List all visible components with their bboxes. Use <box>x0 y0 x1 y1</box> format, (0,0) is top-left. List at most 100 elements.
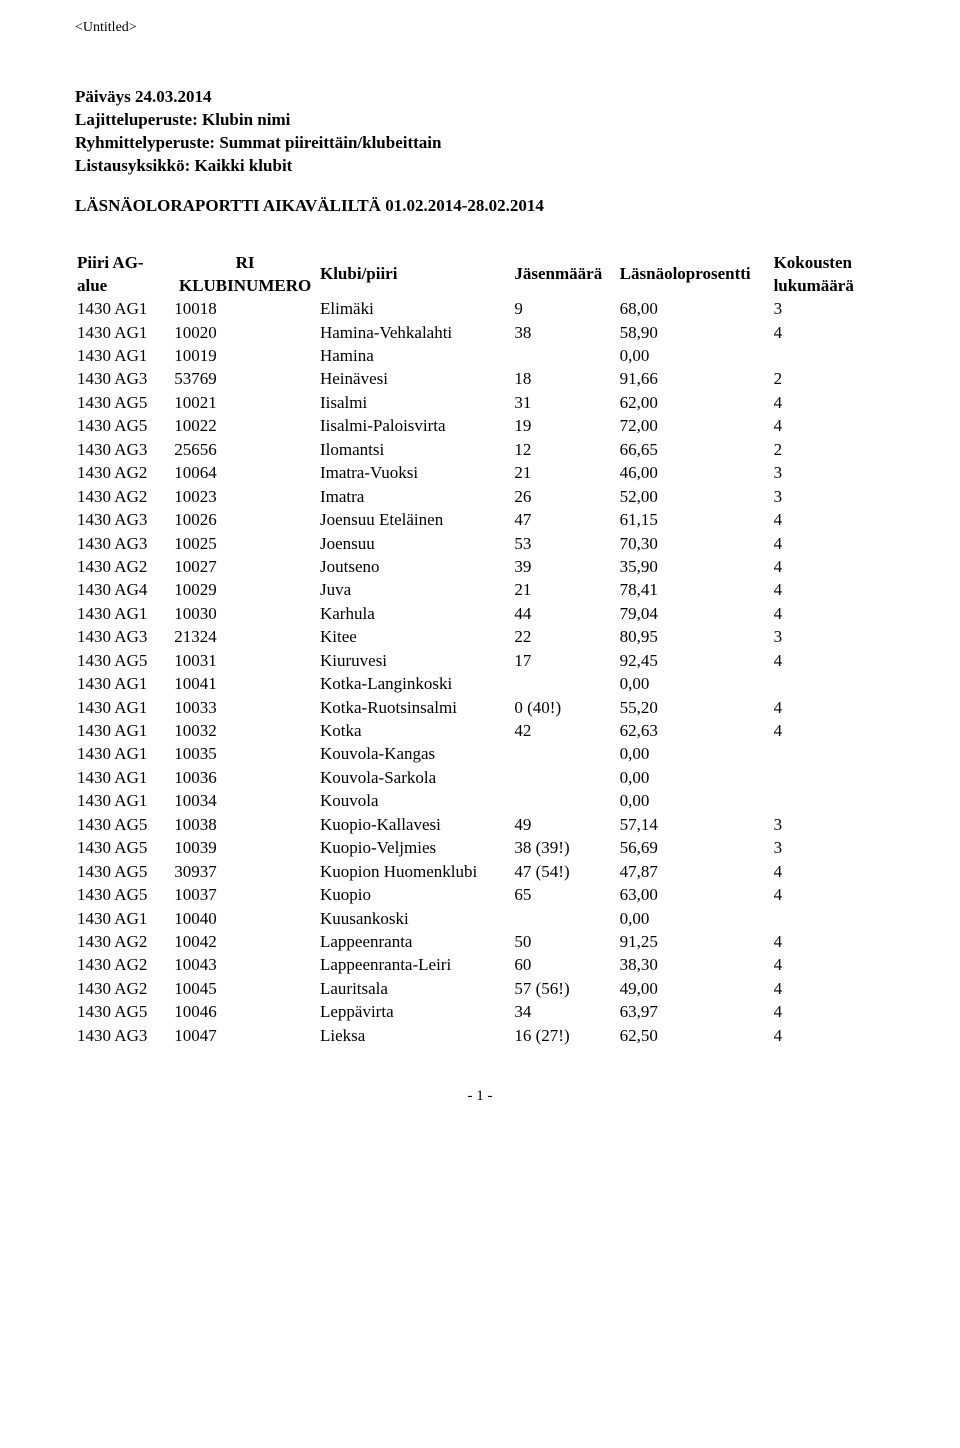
table-row: 1430 AG110034Kouvola0,00 <box>75 790 885 813</box>
cell-kokous: 4 <box>772 930 885 953</box>
cell-klubinumero: 10030 <box>172 602 318 625</box>
meta-listaus: Listausyksikkö: Kaikki klubit <box>75 155 885 178</box>
cell-lasna: 62,50 <box>618 1024 772 1047</box>
cell-klubinumero: 10022 <box>172 415 318 438</box>
cell-piiri: 1430 AG5 <box>75 1001 172 1024</box>
cell-kokous: 4 <box>772 415 885 438</box>
cell-kokous: 3 <box>772 626 885 649</box>
cell-piiri: 1430 AG1 <box>75 345 172 368</box>
cell-piiri: 1430 AG5 <box>75 649 172 672</box>
cell-piiri: 1430 AG1 <box>75 907 172 930</box>
cell-klubinumero: 10039 <box>172 837 318 860</box>
table-row: 1430 AG530937Kuopion Huomenklubi47 (54!)… <box>75 860 885 883</box>
cell-kokous: 4 <box>772 602 885 625</box>
cell-lasna: 70,30 <box>618 532 772 555</box>
data-table: Piiri AG-alue RI KLUBINUMERO Klubi/piiri… <box>75 252 885 1048</box>
cell-jasen <box>512 766 617 789</box>
cell-piiri: 1430 AG2 <box>75 954 172 977</box>
cell-jasen: 0 (40!) <box>512 696 617 719</box>
table-head: Piiri AG-alue RI KLUBINUMERO Klubi/piiri… <box>75 252 885 298</box>
meta-ryhmittely: Ryhmittelyperuste: Summat piireittäin/kl… <box>75 132 885 155</box>
cell-klubinumero: 10046 <box>172 1001 318 1024</box>
table-row: 1430 AG110040Kuusankoski0,00 <box>75 907 885 930</box>
cell-jasen: 18 <box>512 368 617 391</box>
cell-klubi: Kuopio-Veljmies <box>318 837 512 860</box>
cell-jasen: 47 <box>512 509 617 532</box>
table-row: 1430 AG510022Iisalmi-Paloisvirta1972,004 <box>75 415 885 438</box>
table-row: 1430 AG210043Lappeenranta-Leiri6038,304 <box>75 954 885 977</box>
cell-piiri: 1430 AG1 <box>75 743 172 766</box>
cell-lasna: 46,00 <box>618 462 772 485</box>
cell-klubinumero: 10019 <box>172 345 318 368</box>
table-row: 1430 AG510038Kuopio-Kallavesi4957,143 <box>75 813 885 836</box>
cell-kokous <box>772 790 885 813</box>
cell-kokous: 4 <box>772 696 885 719</box>
table-row: 1430 AG510037Kuopio6563,004 <box>75 884 885 907</box>
table-row: 1430 AG110035Kouvola-Kangas 0,00 <box>75 743 885 766</box>
cell-lasna: 56,69 <box>618 837 772 860</box>
table-row: 1430 AG110041Kotka-Langinkoski0,00 <box>75 673 885 696</box>
cell-piiri: 1430 AG2 <box>75 555 172 578</box>
cell-jasen: 57 (56!) <box>512 977 617 1000</box>
cell-klubi: Kuusankoski <box>318 907 512 930</box>
cell-kokous: 4 <box>772 555 885 578</box>
cell-kokous <box>772 907 885 930</box>
cell-klubi: Lappeenranta-Leiri <box>318 954 512 977</box>
cell-klubi: Kouvola-Sarkola <box>318 766 512 789</box>
cell-piiri: 1430 AG5 <box>75 813 172 836</box>
cell-klubinumero: 10040 <box>172 907 318 930</box>
cell-klubinumero: 30937 <box>172 860 318 883</box>
cell-lasna: 52,00 <box>618 485 772 508</box>
table-row: 1430 AG210023Imatra2652,003 <box>75 485 885 508</box>
cell-jasen: 65 <box>512 884 617 907</box>
cell-piiri: 1430 AG2 <box>75 977 172 1000</box>
cell-klubinumero: 10064 <box>172 462 318 485</box>
table-row: 1430 AG510021Iisalmi3162,004 <box>75 391 885 414</box>
table-row: 1430 AG210027Joutseno3935,904 <box>75 555 885 578</box>
cell-lasna: 62,63 <box>618 720 772 743</box>
table-body: 1430 AG110018Elimäki968,0031430 AG110020… <box>75 298 885 1048</box>
cell-lasna: 91,25 <box>618 930 772 953</box>
cell-klubi: Ilomantsi <box>318 438 512 461</box>
cell-lasna: 68,00 <box>618 298 772 321</box>
cell-lasna: 0,00 <box>618 743 772 766</box>
cell-kokous: 4 <box>772 954 885 977</box>
cell-piiri: 1430 AG1 <box>75 298 172 321</box>
cell-lasna: 0,00 <box>618 790 772 813</box>
cell-piiri: 1430 AG3 <box>75 626 172 649</box>
cell-kokous: 3 <box>772 462 885 485</box>
cell-piiri: 1430 AG1 <box>75 673 172 696</box>
cell-kokous: 4 <box>772 321 885 344</box>
cell-lasna: 63,97 <box>618 1001 772 1024</box>
cell-klubinumero: 10027 <box>172 555 318 578</box>
cell-piiri: 1430 AG5 <box>75 884 172 907</box>
table-row: 1430 AG310025Joensuu5370,304 <box>75 532 885 555</box>
cell-klubi: Iisalmi <box>318 391 512 414</box>
col-jasen: Jäsenmäärä <box>512 252 617 298</box>
table-row: 1430 AG110036Kouvola-Sarkola0,00 <box>75 766 885 789</box>
cell-klubinumero: 10035 <box>172 743 318 766</box>
cell-klubi: Joutseno <box>318 555 512 578</box>
cell-klubi: Imatra <box>318 485 512 508</box>
cell-klubi: Iisalmi-Paloisvirta <box>318 415 512 438</box>
cell-klubinumero: 10042 <box>172 930 318 953</box>
cell-kokous: 3 <box>772 298 885 321</box>
table-row: 1430 AG321324Kitee2280,953 <box>75 626 885 649</box>
page-footer: - 1 - <box>75 1088 885 1105</box>
cell-lasna: 79,04 <box>618 602 772 625</box>
cell-klubi: Kuopio-Kallavesi <box>318 813 512 836</box>
table-row: 1430 AG110033Kotka-Ruotsinsalmi0 (40!)55… <box>75 696 885 719</box>
cell-kokous: 3 <box>772 813 885 836</box>
col-klubinumero: RI KLUBINUMERO <box>172 252 318 298</box>
cell-jasen: 17 <box>512 649 617 672</box>
cell-piiri: 1430 AG1 <box>75 602 172 625</box>
table-row: 1430 AG110032Kotka4262,634 <box>75 720 885 743</box>
cell-klubinumero: 10036 <box>172 766 318 789</box>
cell-klubi: Hamina <box>318 345 512 368</box>
cell-klubi: Kitee <box>318 626 512 649</box>
table-row: 1430 AG110019Hamina0,00 <box>75 345 885 368</box>
cell-jasen: 26 <box>512 485 617 508</box>
cell-lasna: 49,00 <box>618 977 772 1000</box>
cell-klubinumero: 21324 <box>172 626 318 649</box>
cell-klubi: Kouvola-Kangas <box>318 743 512 766</box>
